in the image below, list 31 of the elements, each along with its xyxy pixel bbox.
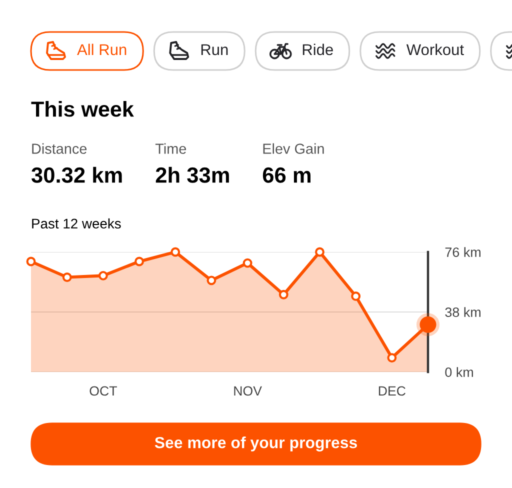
point: [206, 276, 216, 286]
chart-title: Past 12 weeks: [32, 218, 121, 229]
point: [315, 247, 324, 257]
text: 2h 33m: [156, 166, 229, 183]
point: [98, 270, 108, 280]
text: Ride: [302, 44, 333, 56]
text: Time: [155, 143, 186, 154]
point: [26, 256, 36, 266]
text: 66 m: [262, 167, 310, 183]
text: Workout: [406, 44, 464, 56]
y-tick-label: 38 km: [445, 307, 480, 318]
point: [170, 247, 180, 257]
text: This week: [31, 100, 134, 117]
text: All Run: [77, 44, 126, 56]
text: Elev Gain: [263, 143, 324, 154]
point: [416, 313, 440, 336]
point: [134, 256, 144, 266]
point: [62, 272, 72, 282]
text: See more of your progress: [154, 436, 357, 452]
x-tick-label: NOV: [234, 386, 262, 396]
text: Distance: [32, 143, 87, 154]
point: [387, 353, 397, 363]
text: Run: [201, 44, 228, 56]
y-tick-label: 0 km: [445, 367, 473, 378]
x-tick-label: DEC: [378, 386, 406, 396]
point: [351, 291, 361, 301]
text: 30.32 km: [32, 166, 122, 183]
x-tick-label: OCT: [90, 386, 117, 396]
y-tick-label: 76 km: [445, 247, 480, 258]
point: [278, 290, 288, 300]
point: [242, 258, 252, 268]
